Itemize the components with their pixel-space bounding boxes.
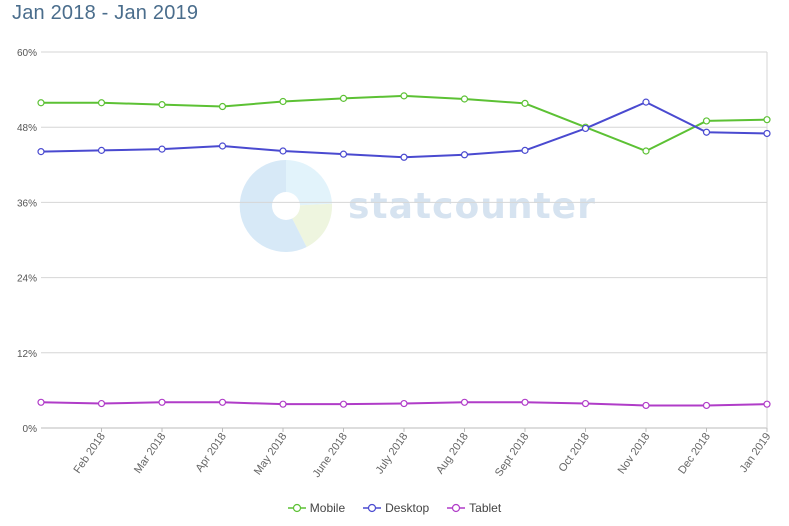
- y-tick-label: 36%: [17, 198, 37, 209]
- x-tick-label: June 2018: [311, 431, 350, 480]
- legend-item-mobile[interactable]: Mobile: [287, 501, 346, 515]
- x-tick-label: Sept 2018: [493, 431, 532, 479]
- series-line-mobile: [41, 94, 768, 153]
- x-tick-label: Jan 2019: [738, 431, 774, 475]
- legend: Mobile Desktop Tablet: [0, 501, 789, 515]
- watermark-pie-green: [286, 203, 333, 247]
- data-point-tablet[interactable]: [702, 401, 711, 410]
- y-tick-label: 12%: [17, 349, 37, 360]
- y-tick-label: 0%: [23, 424, 38, 435]
- legend-label-tablet: Tablet: [469, 501, 502, 515]
- x-tick-label: Feb 2018: [71, 431, 107, 476]
- data-point-desktop[interactable]: [460, 151, 469, 159]
- data-point-mobile[interactable]: [702, 117, 711, 125]
- data-point-mobile[interactable]: [37, 99, 45, 107]
- data-point-mobile[interactable]: [218, 102, 227, 111]
- legend-symbol-mobile: [287, 503, 306, 513]
- data-point-mobile[interactable]: [158, 101, 166, 109]
- data-point-tablet[interactable]: [763, 400, 771, 408]
- data-point-desktop[interactable]: [702, 128, 711, 136]
- x-tick-label: Nov 2018: [616, 431, 653, 476]
- x-tick-label: Mar 2018: [132, 431, 168, 476]
- x-tick-label: Apr 2018: [194, 431, 229, 474]
- data-point-tablet[interactable]: [158, 398, 166, 406]
- data-point-tablet[interactable]: [218, 398, 227, 406]
- data-point-desktop[interactable]: [521, 146, 529, 154]
- data-point-desktop[interactable]: [97, 146, 106, 154]
- x-tick-label: Dec 2018: [676, 431, 713, 476]
- data-point-mobile[interactable]: [400, 92, 408, 100]
- x-tick-label: May 2018: [252, 431, 290, 477]
- legend-symbol-desktop: [363, 503, 382, 513]
- chart-title: Jan 2018 - Jan 2019: [12, 2, 199, 24]
- data-point-mobile[interactable]: [642, 147, 650, 155]
- data-point-mobile[interactable]: [279, 97, 287, 106]
- data-point-tablet[interactable]: [279, 400, 287, 408]
- data-point-tablet[interactable]: [97, 399, 106, 408]
- data-point-desktop[interactable]: [763, 129, 771, 138]
- x-tick-label: Aug 2018: [434, 431, 471, 476]
- series-line-desktop: [40, 101, 768, 159]
- watermark-pie-hole: [272, 192, 300, 220]
- data-point-mobile[interactable]: [339, 94, 348, 102]
- data-point-mobile[interactable]: [97, 99, 106, 107]
- data-point-tablet[interactable]: [460, 398, 469, 406]
- data-point-desktop[interactable]: [642, 98, 650, 106]
- data-point-tablet[interactable]: [581, 399, 590, 408]
- data-point-desktop[interactable]: [400, 153, 408, 161]
- data-point-tablet[interactable]: [37, 398, 45, 406]
- x-tick-label: July 2018: [374, 431, 411, 476]
- data-point-mobile[interactable]: [521, 99, 529, 107]
- data-point-desktop[interactable]: [218, 142, 227, 150]
- legend-label-desktop: Desktop: [385, 501, 430, 515]
- y-tick-label: 60%: [17, 48, 37, 59]
- data-point-desktop[interactable]: [37, 148, 45, 156]
- data-point-tablet[interactable]: [339, 400, 348, 408]
- data-point-mobile[interactable]: [460, 95, 469, 103]
- legend-symbol-tablet: [447, 503, 466, 513]
- watermark-pie-cyan: [286, 159, 332, 206]
- x-axis: Feb 2018 Mar 2018 Apr 2018 May 2018 June 201…: [71, 428, 773, 480]
- data-point-mobile[interactable]: [763, 116, 771, 124]
- statcounter-watermark: statcounter: [239, 159, 596, 252]
- data-point-desktop[interactable]: [339, 150, 348, 158]
- data-point-tablet[interactable]: [400, 399, 408, 408]
- data-point-tablet[interactable]: [642, 401, 650, 410]
- legend-label-mobile: Mobile: [309, 501, 346, 515]
- legend-item-tablet[interactable]: Tablet: [447, 501, 501, 515]
- watermark-text: statcounter: [348, 186, 596, 227]
- data-point-desktop[interactable]: [581, 124, 590, 133]
- data-point-desktop[interactable]: [279, 147, 287, 155]
- y-tick-label: 48%: [17, 123, 37, 134]
- legend-item-desktop[interactable]: Desktop: [363, 501, 429, 515]
- y-tick-label: 24%: [17, 274, 37, 285]
- data-point-desktop[interactable]: [158, 145, 166, 153]
- series-group: [37, 92, 771, 410]
- y-axis: 0% 12% 24% 36% 48% 60%: [17, 48, 37, 435]
- x-tick-label: Oct 2018: [557, 431, 592, 474]
- data-point-tablet[interactable]: [521, 398, 529, 406]
